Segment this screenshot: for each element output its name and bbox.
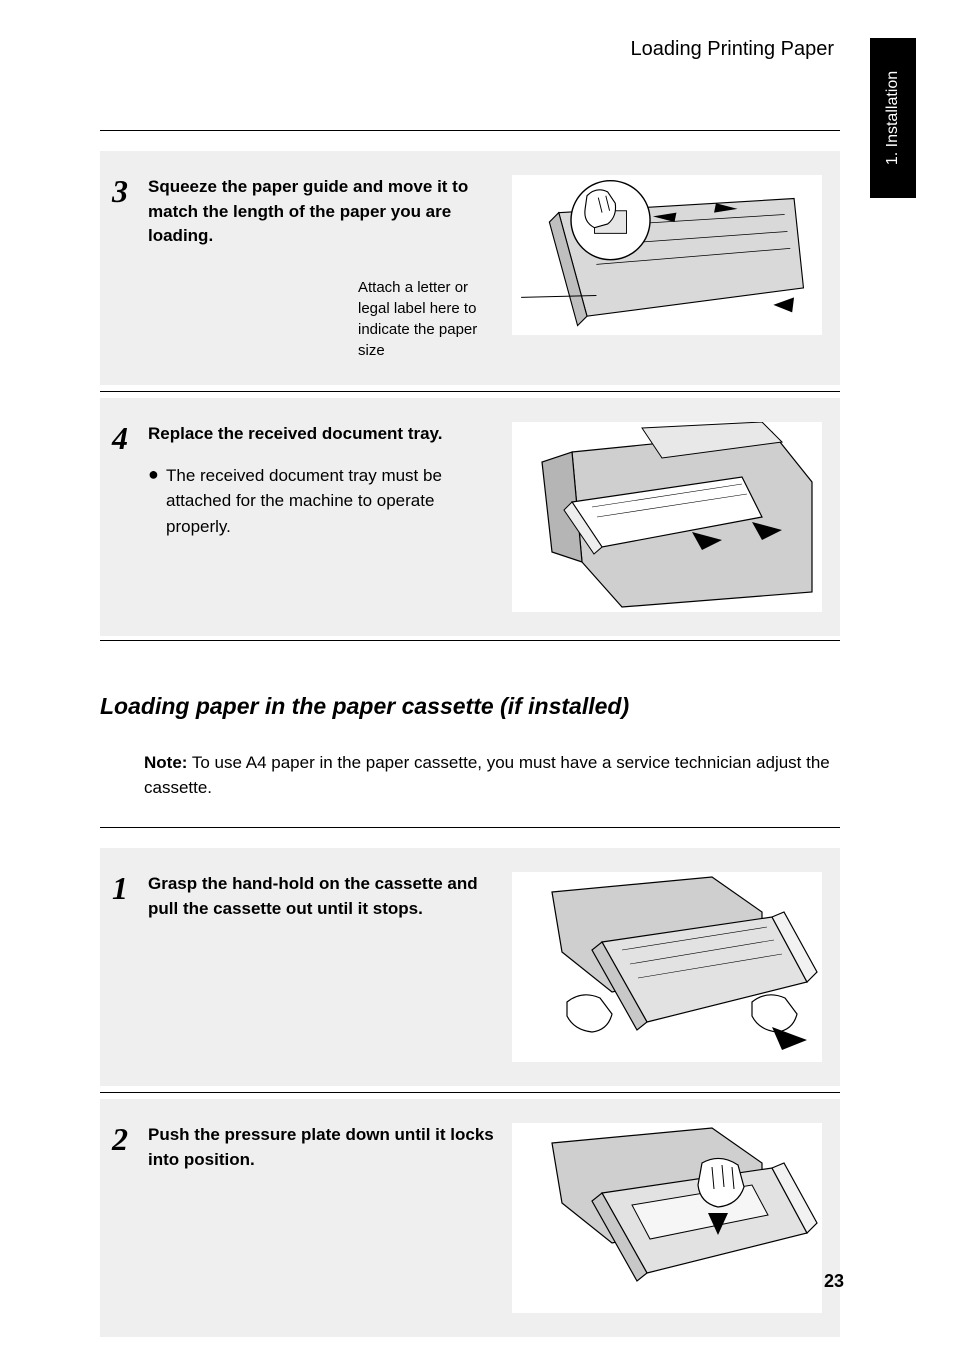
step-block-4: 4 Replace the received document tray. ● … [100, 398, 840, 636]
bullet-text: The received document tray must be attac… [166, 463, 502, 540]
divider [100, 391, 840, 392]
step-text: Squeeze the paper guide and move it to m… [148, 175, 512, 361]
step-number: 2 [104, 1123, 148, 1155]
step-block-b2: 2 Push the pressure plate down until it … [100, 1099, 840, 1337]
step-text: Grasp the hand-hold on the cassette and … [148, 872, 512, 921]
top-rule-2 [100, 827, 840, 828]
step-number: 1 [104, 872, 148, 904]
manual-page: Loading Printing Paper 1. Installation 3… [0, 0, 954, 1352]
note-text: To use A4 paper in the paper cassette, y… [144, 753, 830, 798]
step-title: Grasp the hand-hold on the cassette and … [148, 872, 502, 921]
chapter-tab-label: 1. Installation [884, 71, 902, 165]
divider [100, 1092, 840, 1093]
step-text: Push the pressure plate down until it lo… [148, 1123, 512, 1172]
illustration-paper-guide [512, 175, 822, 335]
step-block-3: 3 Squeeze the paper guide and move it to… [100, 151, 840, 385]
step-title: Squeeze the paper guide and move it to m… [148, 175, 502, 249]
top-rule [100, 130, 840, 131]
chapter-tab: 1. Installation [870, 38, 916, 198]
illustration-pull-cassette [512, 872, 822, 1062]
note-label: Note: [144, 753, 187, 772]
step-block-b1: 1 Grasp the hand-hold on the cassette an… [100, 848, 840, 1086]
step-number: 3 [104, 175, 148, 207]
note-paragraph: Note: To use A4 paper in the paper casse… [144, 750, 840, 801]
bottom-rule [100, 640, 840, 641]
step-title: Replace the received document tray. [148, 422, 502, 447]
step-number: 4 [104, 422, 148, 454]
illustration-tray-replace [512, 422, 822, 612]
bullet-icon: ● [148, 463, 166, 540]
step-title: Push the pressure plate down until it lo… [148, 1123, 502, 1172]
page-header-title: Loading Printing Paper [631, 38, 834, 61]
step-text: Replace the received document tray. ● Th… [148, 422, 512, 539]
page-number: 23 [824, 1271, 844, 1292]
content-area: 3 Squeeze the paper guide and move it to… [100, 130, 840, 1341]
illustration-pressure-plate [512, 1123, 822, 1313]
callout-text: Attach a letter or legal label here to i… [358, 277, 502, 361]
section-heading: Loading paper in the paper cassette (if … [100, 693, 840, 720]
